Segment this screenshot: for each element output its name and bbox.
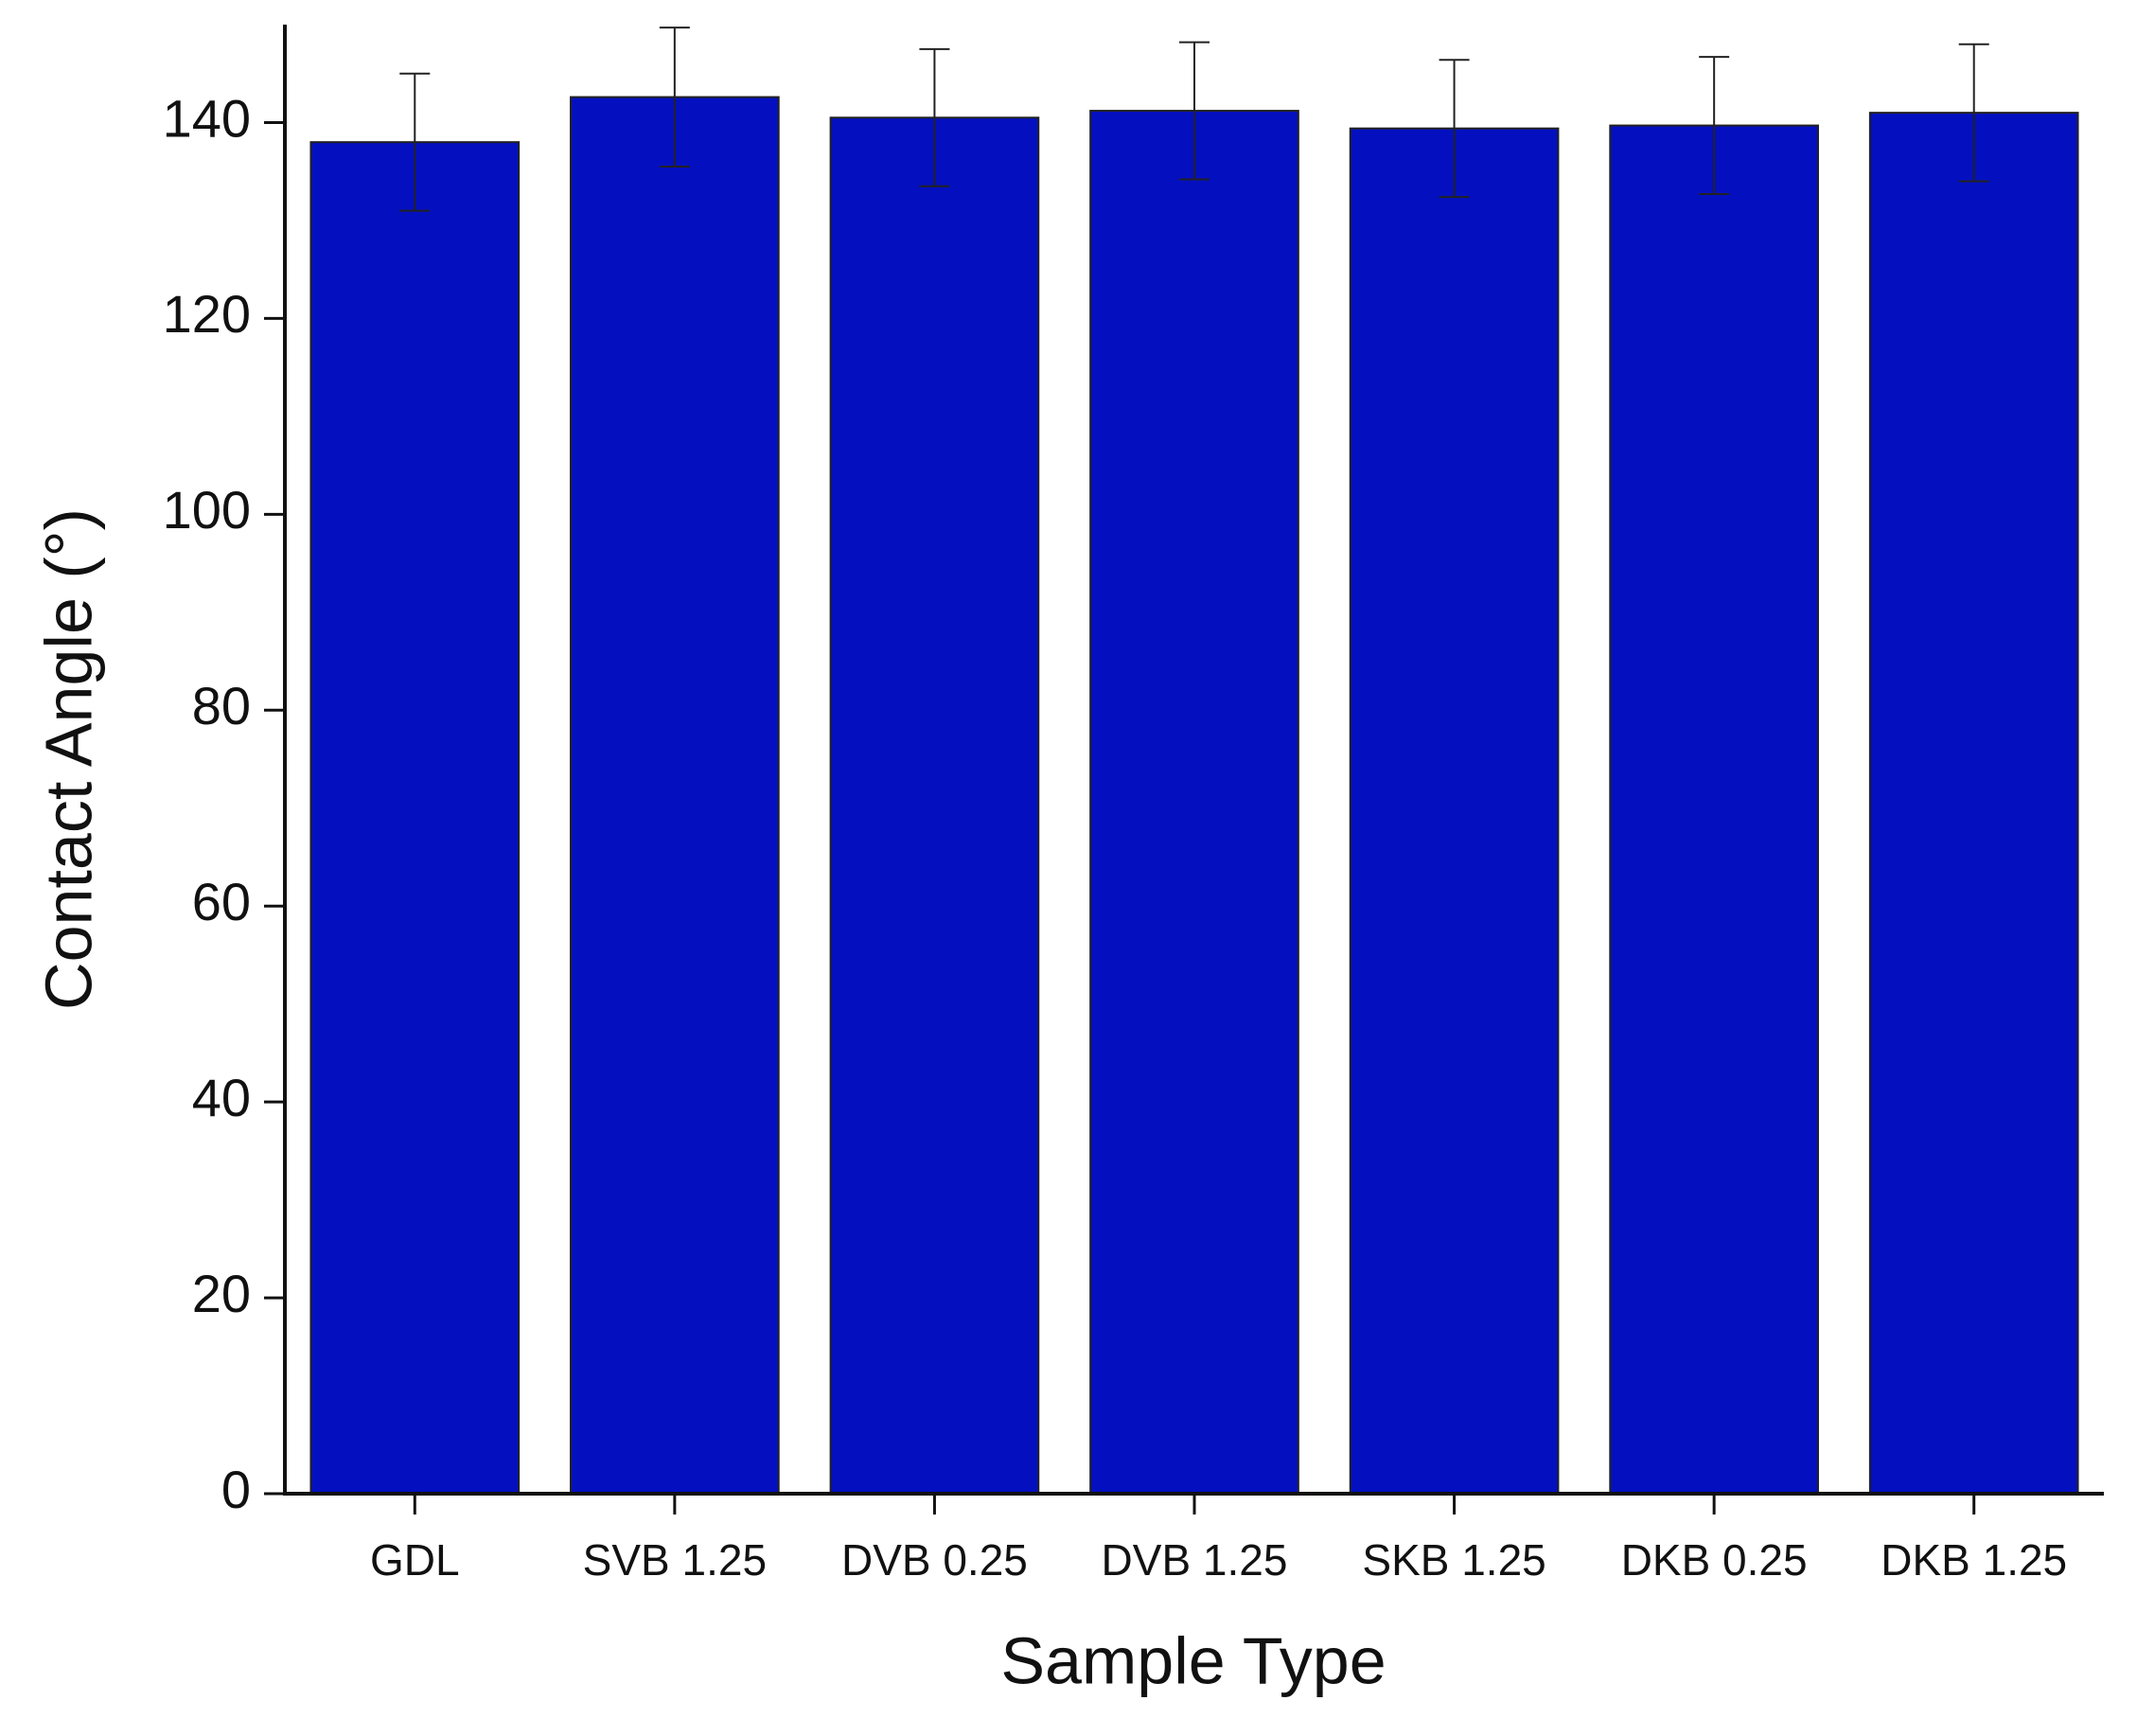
bar	[309, 141, 521, 1495]
bar	[1349, 127, 1560, 1495]
error-bar	[919, 47, 950, 187]
y-tick-label: 140	[163, 88, 251, 148]
bar	[570, 96, 780, 1496]
y-tick-label: 100	[163, 480, 251, 540]
y-tick-label: 120	[163, 284, 251, 344]
error-bar	[1179, 41, 1210, 181]
y-tick-label: 40	[192, 1068, 251, 1127]
x-tick-label: DVB 0.25	[841, 1535, 1028, 1585]
bar	[1089, 110, 1299, 1496]
error-bar	[1958, 43, 1989, 183]
x-tick-label: SKB 1.25	[1362, 1535, 1545, 1585]
x-tick-label: DVB 1.25	[1102, 1535, 1288, 1585]
x-tick-label: GDL	[370, 1535, 460, 1585]
error-bar	[1699, 56, 1730, 195]
x-tick-label: DKB 0.25	[1621, 1535, 1808, 1585]
x-axis-title: Sample Type	[1000, 1623, 1386, 1697]
error-bar	[399, 72, 431, 212]
bar	[1609, 124, 1819, 1495]
y-tick-label: 20	[192, 1264, 251, 1323]
error-bar	[1439, 59, 1470, 199]
x-tick-label: SVB 1.25	[583, 1535, 767, 1585]
bar	[1868, 112, 2079, 1496]
y-tick-label: 0	[221, 1460, 251, 1519]
error-bar	[659, 27, 690, 168]
y-axis-title: Contact Angle (°)	[31, 508, 105, 1010]
y-tick-label: 80	[192, 676, 251, 735]
bar	[829, 116, 1040, 1495]
y-tick-label: 60	[192, 872, 251, 931]
x-tick-label: DKB 1.25	[1881, 1535, 2067, 1585]
